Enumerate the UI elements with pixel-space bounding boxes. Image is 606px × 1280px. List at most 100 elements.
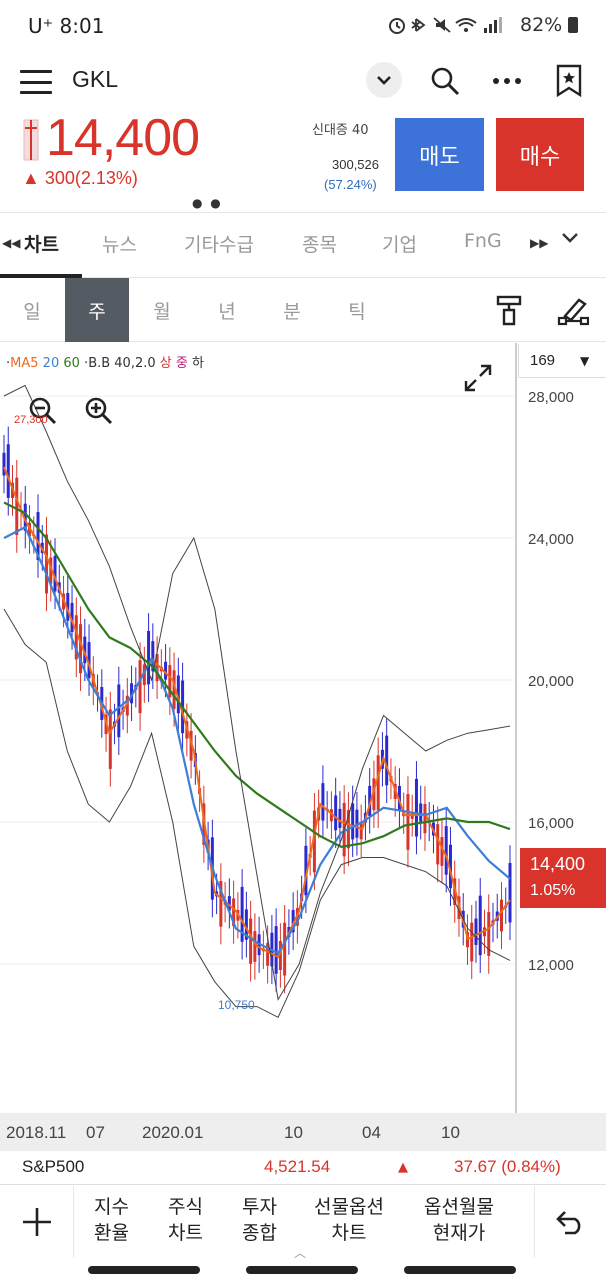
date-axis bbox=[0, 1113, 606, 1151]
price-change: ▲ 300(2.13%) bbox=[22, 168, 138, 188]
stock-dropdown-button[interactable] bbox=[366, 62, 402, 98]
sell-button[interactable]: 매도 bbox=[395, 118, 484, 191]
indicator-settings-button[interactable] bbox=[492, 292, 526, 328]
legend-dot: · bbox=[84, 356, 89, 371]
volume: 300,526 bbox=[332, 157, 379, 172]
tab-expand-button[interactable] bbox=[560, 232, 580, 244]
bottom-menu-index-fx[interactable]: 지수 환율 bbox=[94, 1194, 129, 1246]
period-minute[interactable]: 분 bbox=[283, 300, 301, 323]
mute-icon bbox=[433, 17, 451, 33]
y-tick-label: 16,000 bbox=[528, 815, 574, 832]
bluetooth-icon bbox=[411, 18, 426, 32]
tab-stock[interactable]: 종목 bbox=[302, 234, 337, 256]
period-day[interactable]: 일 bbox=[23, 300, 41, 323]
tab-supply[interactable]: 기타수급 bbox=[184, 234, 254, 256]
alarm-icon bbox=[389, 18, 405, 34]
candle-body bbox=[117, 684, 121, 738]
legend-dot: · bbox=[6, 356, 11, 371]
bottom-menu-label: 차트 bbox=[331, 1222, 367, 1244]
nav-recent-pill[interactable] bbox=[88, 1266, 200, 1274]
candle-body bbox=[266, 943, 270, 966]
search-button[interactable] bbox=[428, 64, 462, 98]
drawing-tool-button[interactable] bbox=[556, 292, 590, 328]
candle-body bbox=[125, 695, 129, 716]
candle-body bbox=[448, 844, 452, 889]
candle-body bbox=[70, 602, 74, 632]
candle-body bbox=[499, 899, 503, 932]
more-options-button[interactable] bbox=[490, 66, 524, 96]
carrier-time: U⁺ 8:01 bbox=[28, 14, 105, 38]
tab-fng[interactable]: FnG bbox=[464, 230, 502, 252]
stock-name[interactable]: GKL bbox=[72, 66, 119, 92]
zoom-out-icon bbox=[29, 397, 57, 425]
tab-news[interactable]: 뉴스 bbox=[102, 234, 137, 256]
candle-body bbox=[312, 810, 316, 873]
stock-chart[interactable]: 28,000 24,000 20,000 16,000 12,000 bbox=[0, 343, 606, 1113]
page-indicator: ● ● bbox=[192, 196, 223, 210]
candle-body bbox=[53, 556, 57, 592]
date-label: 10 bbox=[284, 1123, 303, 1142]
bottom-menu-option-price[interactable]: 옵션월물 현재가 bbox=[424, 1194, 494, 1246]
candle-body bbox=[176, 675, 180, 714]
zoom-in-icon bbox=[85, 397, 113, 425]
fullscreen-button[interactable] bbox=[462, 362, 494, 394]
bottom-menu-stock-chart[interactable]: 주식 차트 bbox=[168, 1194, 203, 1246]
legend-ma20: 20 bbox=[42, 356, 60, 371]
battery-level: 82% bbox=[520, 14, 579, 36]
candle-body bbox=[397, 786, 401, 811]
legend-ma5: MA5 bbox=[10, 356, 39, 371]
credit-label: 신대증 40 bbox=[312, 123, 369, 138]
candle-body bbox=[2, 452, 6, 476]
candle-body bbox=[423, 803, 427, 834]
candle-body bbox=[436, 824, 440, 865]
volume-ratio: (57.24%) bbox=[324, 177, 377, 192]
current-price-tag: 14,400 1.05% bbox=[520, 848, 606, 908]
nav-back-pill[interactable] bbox=[404, 1266, 516, 1274]
candle-body bbox=[291, 909, 295, 933]
buy-button[interactable]: 매수 bbox=[496, 118, 584, 191]
legend-ma60: 60 bbox=[63, 356, 80, 371]
date-label: 2018.11 bbox=[6, 1123, 67, 1142]
tab-next-icon[interactable]: ▶▶ bbox=[530, 236, 549, 250]
tab-company[interactable]: 기업 bbox=[382, 234, 417, 256]
zoom-out-button[interactable] bbox=[28, 396, 58, 426]
candle-body bbox=[444, 826, 448, 875]
candle-body bbox=[283, 922, 287, 976]
pen-draw-icon bbox=[557, 298, 589, 326]
candle-body bbox=[474, 918, 478, 945]
candle-body bbox=[87, 642, 91, 679]
tab-chart[interactable]: 차트 bbox=[24, 234, 59, 256]
candle-body bbox=[368, 785, 372, 816]
bookmark-star-icon bbox=[556, 64, 582, 98]
candle-body bbox=[249, 918, 253, 964]
tab-prev-icon[interactable]: ◀◀ bbox=[2, 236, 21, 250]
period-tick[interactable]: 틱 bbox=[348, 300, 366, 323]
triangle-down-icon[interactable]: ▼ bbox=[580, 354, 590, 368]
add-button[interactable] bbox=[0, 1186, 74, 1258]
chevron-down-icon bbox=[562, 233, 578, 243]
interval-selector[interactable] bbox=[518, 344, 606, 378]
bottom-menu-invest-summary[interactable]: 투자 종합 bbox=[242, 1194, 277, 1246]
menu-icon[interactable] bbox=[20, 70, 52, 94]
candle-body bbox=[15, 477, 19, 536]
bottom-menu-label: 종합 bbox=[242, 1222, 277, 1244]
index-ticker[interactable] bbox=[0, 1151, 606, 1185]
wifi-icon bbox=[455, 18, 477, 32]
index-value: 4,521.54 bbox=[264, 1157, 331, 1176]
bottom-menu-label: 선물옵션 bbox=[314, 1196, 384, 1218]
candle-body bbox=[440, 837, 444, 866]
period-week[interactable]: 주 bbox=[65, 278, 129, 342]
period-month[interactable]: 월 bbox=[153, 300, 171, 323]
zoom-in-button[interactable] bbox=[84, 396, 114, 426]
period-year[interactable]: 년 bbox=[218, 300, 236, 323]
status-bar: U⁺ 8:01 82% bbox=[0, 0, 606, 56]
back-button[interactable] bbox=[534, 1186, 606, 1258]
interval-value[interactable]: 169 bbox=[530, 352, 556, 369]
favorite-button[interactable] bbox=[552, 63, 586, 99]
high-price-label: 27,300 bbox=[14, 414, 48, 426]
caret-up-icon[interactable]: ︿ bbox=[294, 1246, 307, 1260]
nav-home-pill[interactable] bbox=[246, 1266, 358, 1274]
active-tab-indicator bbox=[0, 274, 82, 278]
low-price-label: 10,750 bbox=[218, 998, 255, 1012]
